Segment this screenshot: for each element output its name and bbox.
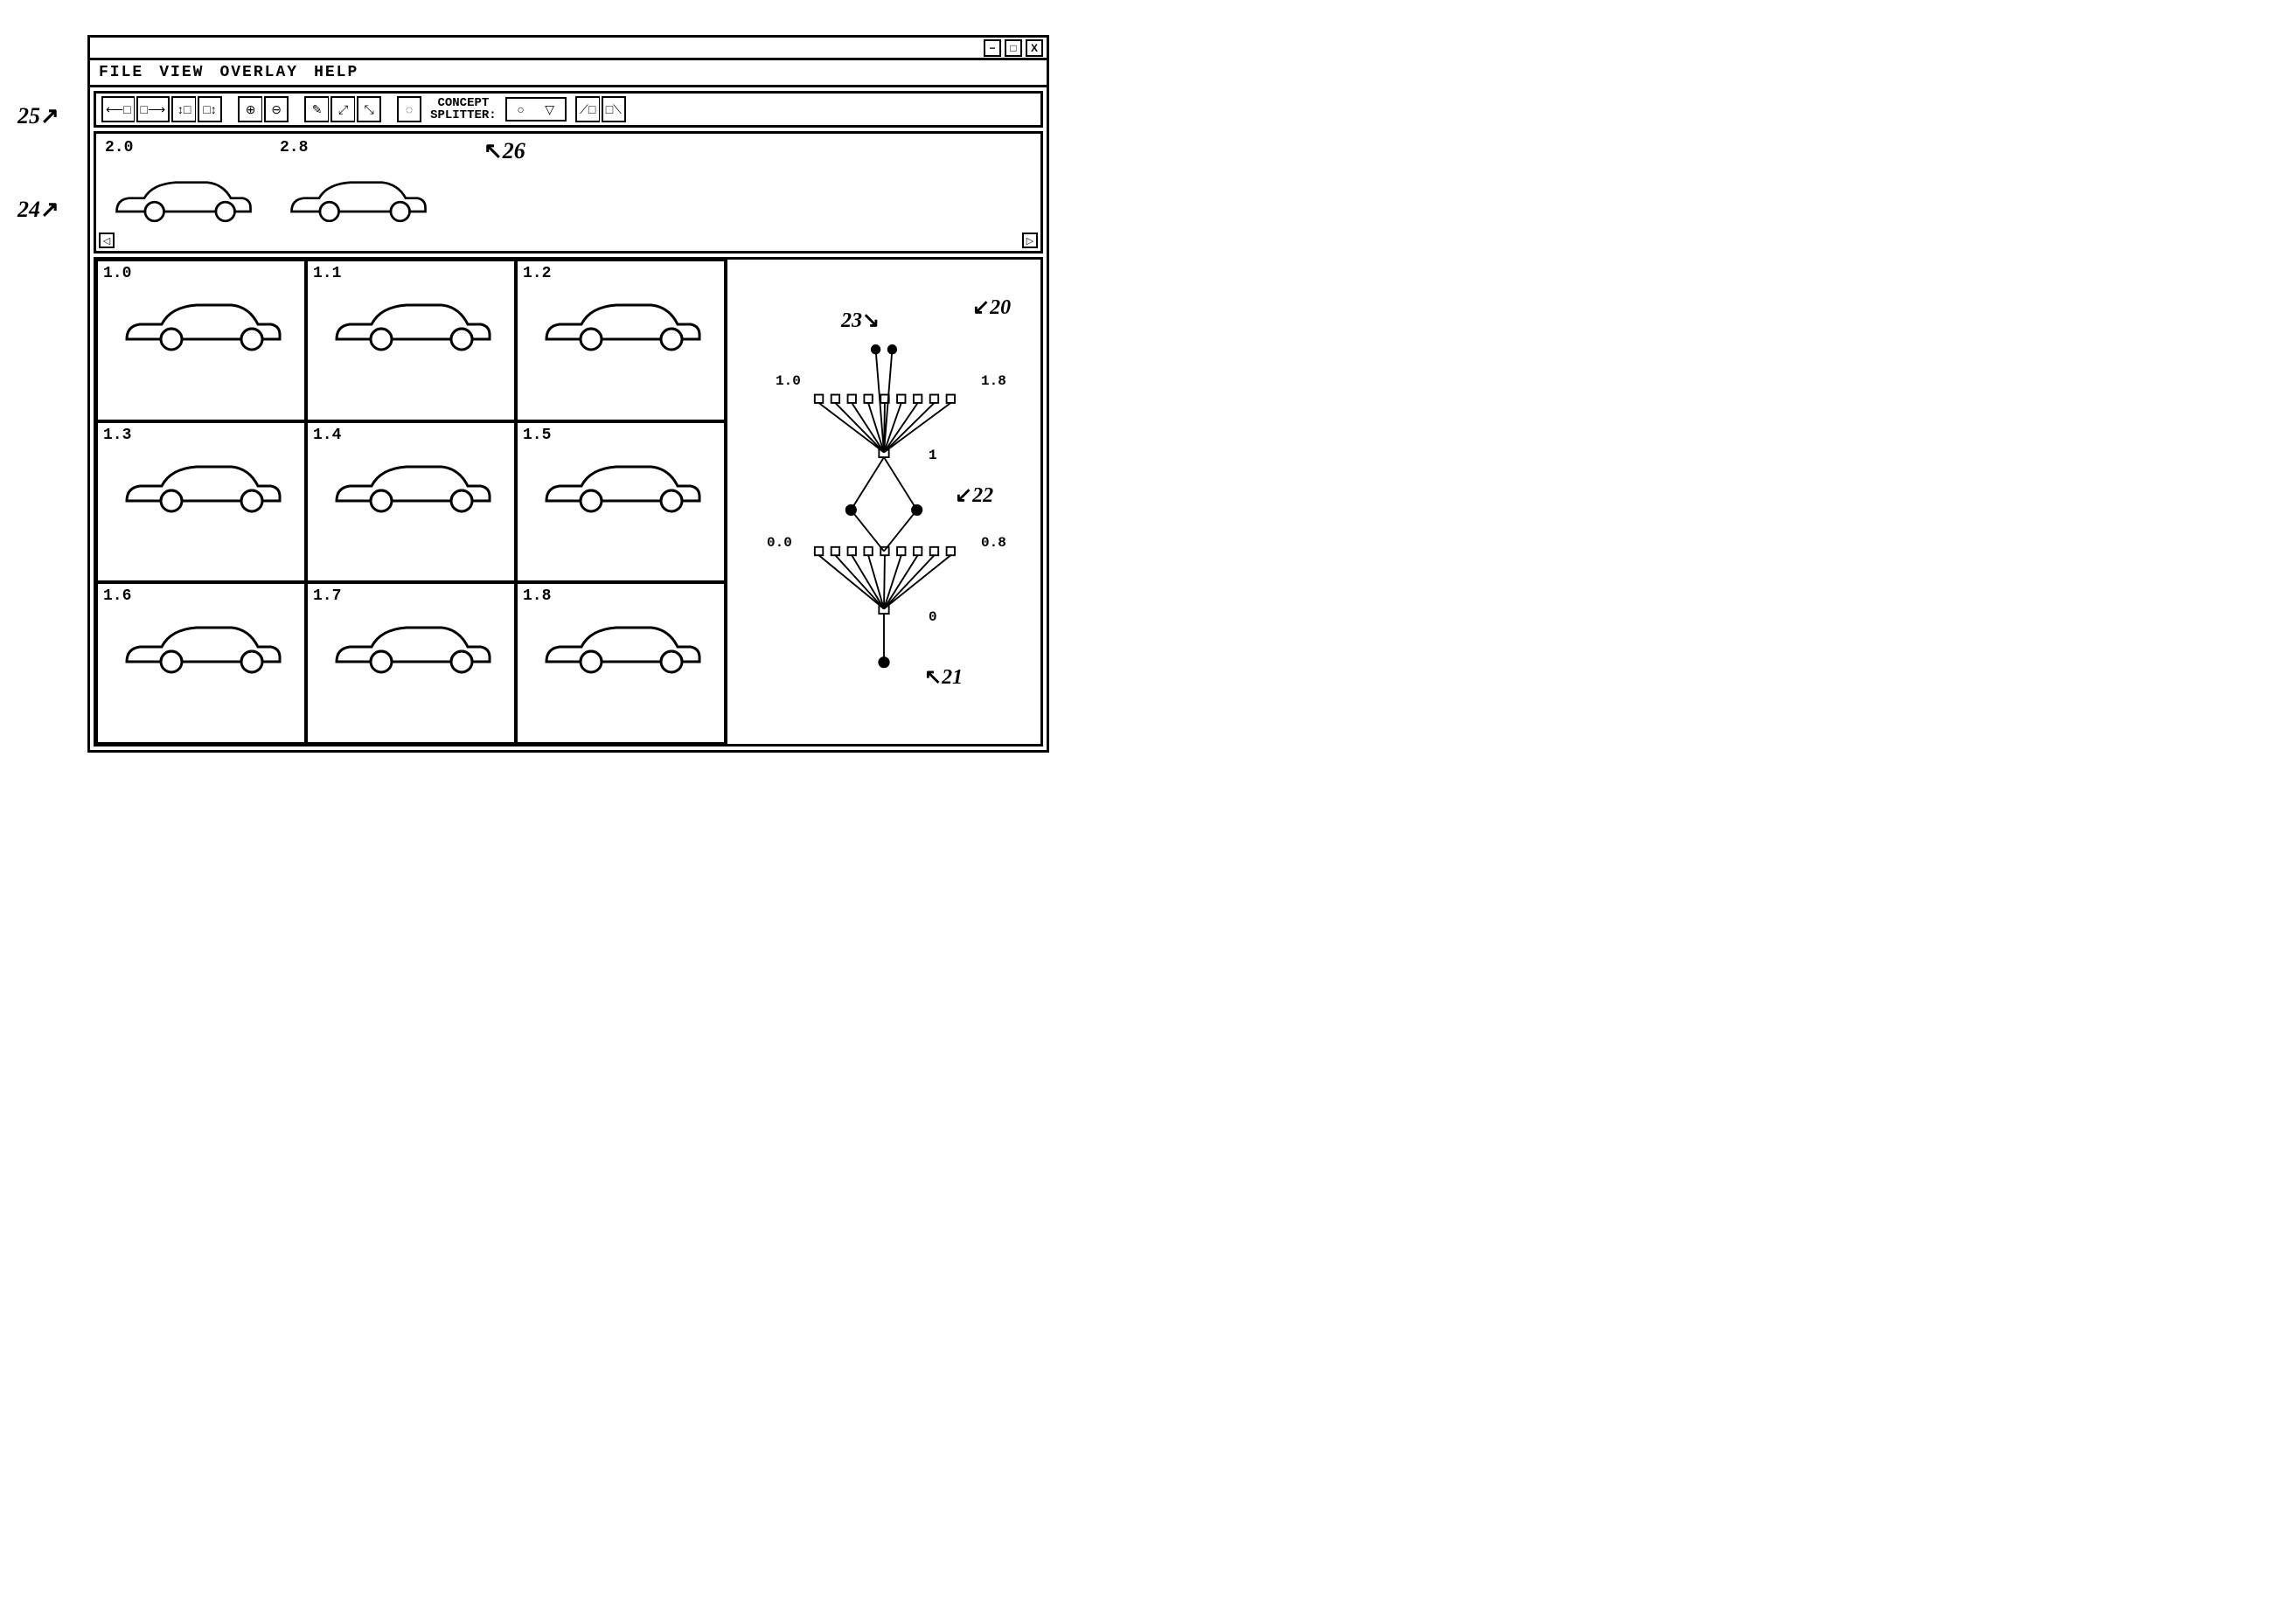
tree-node-label: 1.8 (981, 373, 1006, 389)
menu-file[interactable]: FILE (99, 64, 143, 81)
align-right-button[interactable]: □⟶ (136, 96, 170, 122)
variant-grid: 1.0 1.1 1.2 1.3 1.4 1.5 (96, 260, 726, 744)
tree-node-label: 1 (929, 448, 937, 463)
menu-overlay[interactable]: OVERLAY (219, 64, 298, 81)
edit-tool-button[interactable]: ✎ (304, 96, 329, 122)
grid-cell-label: 1.5 (523, 427, 719, 444)
grid-cell[interactable]: 1.6 (96, 582, 306, 744)
shelf-item[interactable]: 2.8 (280, 139, 437, 240)
car-icon (103, 444, 299, 523)
tree-node-label: 0 (929, 609, 937, 625)
shelf-scroll-right-button[interactable]: ▷ (1022, 233, 1038, 248)
shelf-item-label: 2.8 (280, 139, 437, 156)
shelf-item[interactable]: 2.0 (105, 139, 262, 240)
extra-tool-a-button[interactable]: ⟋□ (575, 96, 600, 122)
tree-node-label: 1.0 (776, 373, 801, 389)
car-icon (313, 605, 509, 684)
grid-cell[interactable]: 1.0 (96, 260, 306, 421)
menu-view[interactable]: VIEW (159, 64, 204, 81)
shelf-item-label: 2.0 (105, 139, 262, 156)
maximize-button[interactable]: □ (1005, 39, 1022, 57)
tree-node-label: 0.8 (981, 535, 1006, 551)
toolbar: ⟵□ □⟶ ↕□ □↕ ⊕ ⊖ ✎ ⤢ ⤡ ◌ CONCEPT SPLITTER… (94, 91, 1043, 128)
zoom-in-button[interactable]: ⊕ (238, 96, 262, 122)
car-icon (103, 282, 299, 361)
grid-cell-label: 1.4 (313, 427, 509, 444)
extra-tool-b-button[interactable]: □⟍ (602, 96, 626, 122)
close-button[interactable]: X (1026, 39, 1043, 57)
align-left-button[interactable]: ⟵□ (101, 96, 135, 122)
shape-selector[interactable]: ○ ▽ (505, 97, 567, 122)
triangle-option-icon: ▽ (545, 102, 554, 117)
minimize-button[interactable]: − (984, 39, 1001, 57)
tree-panel: 1.0 1.8 1 0.0 0.8 0 ↙20 23↘ ↙22 ↖21 (726, 260, 1040, 744)
hierarchy-tree-icon (727, 260, 1040, 744)
menu-help[interactable]: HELP (314, 64, 358, 81)
grid-cell[interactable]: 1.4 (306, 421, 516, 583)
align-down-button[interactable]: □↕ (198, 96, 222, 122)
car-icon (313, 444, 509, 523)
titlebar: − □ X (90, 38, 1047, 60)
grid-cell-label: 1.3 (103, 427, 299, 444)
grid-cell-label: 1.0 (103, 265, 299, 282)
ref-21: ↖21 (924, 664, 963, 690)
align-up-button[interactable]: ↕□ (171, 96, 196, 122)
tree-node-label: 0.0 (767, 535, 792, 551)
grid-cell-label: 1.7 (313, 587, 509, 605)
callout-24: 24↗ (17, 197, 59, 223)
grid-cell[interactable]: 1.8 (516, 582, 726, 744)
car-icon (313, 282, 509, 361)
shelf-panel: 2.0 2.8 ◁ ▷ (94, 131, 1043, 253)
car-icon (523, 605, 719, 684)
grid-cell[interactable]: 1.7 (306, 582, 516, 744)
grid-cell-label: 1.8 (523, 587, 719, 605)
shrink-tool-button[interactable]: ⤡ (357, 96, 381, 122)
shelf-scroll-left-button[interactable]: ◁ (99, 233, 115, 248)
car-icon (103, 605, 299, 684)
ref-23: 23↘ (841, 308, 880, 333)
callout-25: 25↗ (17, 103, 59, 129)
grid-cell[interactable]: 1.2 (516, 260, 726, 421)
car-icon (523, 444, 719, 523)
grid-cell-label: 1.1 (313, 265, 509, 282)
car-icon (105, 156, 262, 235)
grid-cell[interactable]: 1.5 (516, 421, 726, 583)
grid-cell-label: 1.2 (523, 265, 719, 282)
menubar: FILE VIEW OVERLAY HELP (90, 60, 1047, 87)
car-icon (523, 282, 719, 361)
ref-20: ↙20 (972, 295, 1011, 320)
main-panel: 1.0 1.1 1.2 1.3 1.4 1.5 (94, 257, 1043, 747)
grid-cell[interactable]: 1.3 (96, 421, 306, 583)
circle-option-icon: ○ (517, 102, 524, 116)
expand-tool-button[interactable]: ⤢ (330, 96, 355, 122)
grid-cell-label: 1.6 (103, 587, 299, 605)
concept-splitter-button[interactable]: ◌ (397, 96, 421, 122)
zoom-out-button[interactable]: ⊖ (264, 96, 289, 122)
app-window: − □ X FILE VIEW OVERLAY HELP ⟵□ □⟶ ↕□ □↕… (87, 35, 1049, 753)
grid-cell[interactable]: 1.1 (306, 260, 516, 421)
ref-22: ↙22 (955, 483, 993, 508)
concept-splitter-label: CONCEPT SPLITTER: (423, 97, 504, 122)
car-icon (280, 156, 437, 235)
